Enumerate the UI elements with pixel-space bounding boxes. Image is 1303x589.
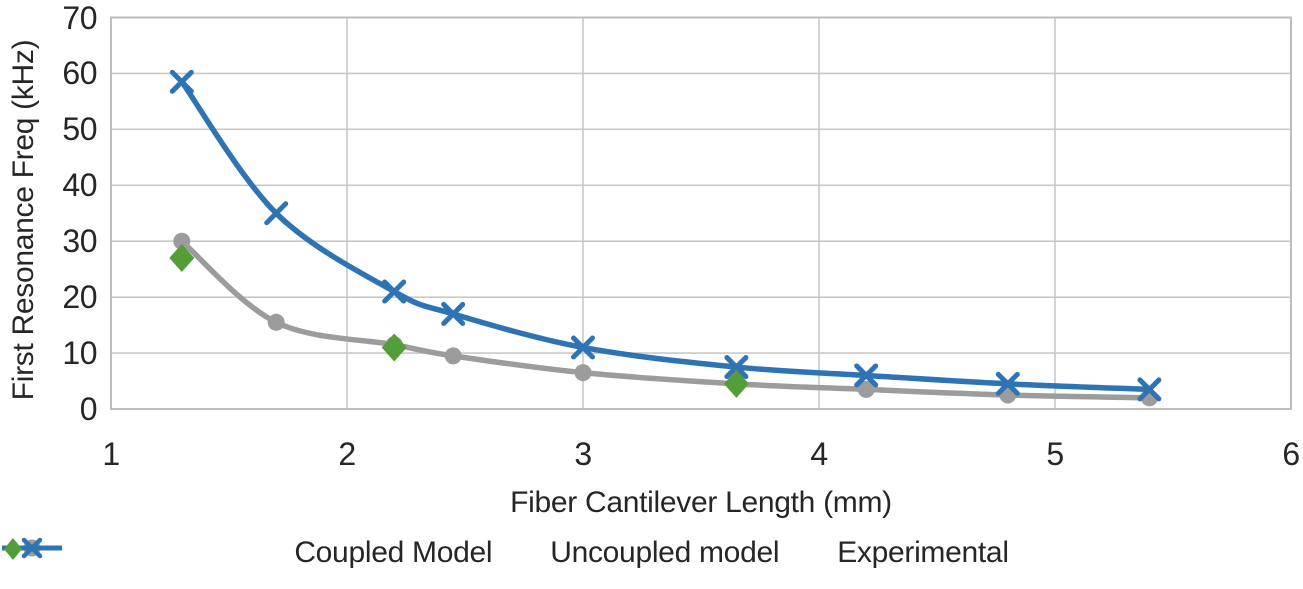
y-tick-label: 20: [62, 279, 97, 316]
legend-label: Coupled Model: [294, 536, 493, 569]
x-tick-label: 4: [810, 436, 828, 472]
legend-label: Experimental: [837, 536, 1009, 569]
legend: Coupled Model Uncoupled model Experiment…: [0, 536, 1303, 570]
y-tick-label: 70: [62, 0, 97, 36]
diamond-marker-icon: [4, 538, 22, 560]
x-tick-label: 3: [574, 436, 592, 472]
y-tick-label: 50: [62, 111, 97, 148]
y-tick-label: 10: [62, 335, 97, 372]
x-tick-label: 5: [1046, 436, 1064, 472]
y-tick-label: 30: [62, 223, 97, 260]
legend-item-uncoupled-model: Uncoupled model: [2, 536, 780, 570]
x-tick-label: 6: [1282, 436, 1300, 472]
legend-item-coupled-model: Coupled Model: [2, 536, 493, 570]
x-axis-title: Fiber Cantilever Length (mm): [510, 486, 892, 519]
x-tick-label: 2: [338, 436, 356, 472]
y-tick-label: 60: [62, 55, 97, 92]
y-tick-label: 40: [62, 167, 97, 204]
y-axis-title: First Resonance Freq (kHz): [7, 39, 40, 401]
legend-label: Uncoupled model: [550, 536, 780, 569]
legend-item-experimental: Experimental: [4, 536, 1009, 570]
y-tick-label: 0: [79, 391, 98, 427]
x-tick-label: 1: [102, 436, 120, 472]
